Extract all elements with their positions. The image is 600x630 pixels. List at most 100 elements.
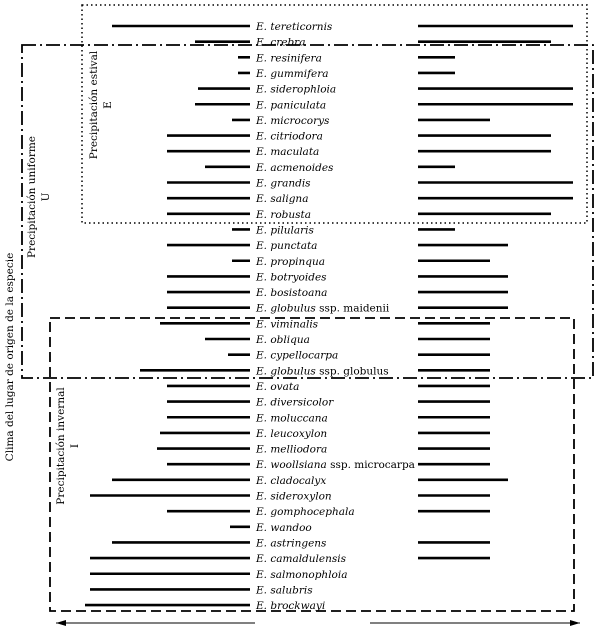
side-label-invernal-group: Precipitación invernal I bbox=[55, 387, 81, 505]
species-genus: E. bbox=[255, 68, 270, 80]
species-epithet: sideroxylon bbox=[270, 491, 332, 503]
region-frame-invernal bbox=[49, 317, 575, 612]
species-epithet: woollsiana bbox=[270, 459, 326, 471]
species-label: E. acmenoides bbox=[255, 162, 334, 174]
side-label-uniforme: Precipitación uniforme bbox=[26, 136, 38, 258]
species-genus: E. bbox=[255, 553, 270, 565]
species-row: E. camaldulensis bbox=[90, 553, 490, 565]
species-label: E. sideroxylon bbox=[255, 491, 332, 503]
species-row: E. punctata bbox=[167, 240, 508, 252]
species-genus: E. bbox=[255, 84, 270, 96]
species-genus: E. bbox=[255, 209, 270, 221]
species-row: E. ovata bbox=[167, 381, 490, 393]
species-label: E. cypellocarpa bbox=[255, 350, 338, 362]
species-row: E. melliodora bbox=[157, 444, 490, 456]
side-label-uniforme-code: U bbox=[40, 192, 52, 201]
species-epithet: melliodora bbox=[270, 444, 327, 456]
species-label: E. brockwayi bbox=[255, 600, 325, 612]
species-row: E. bosistoana bbox=[167, 287, 508, 299]
species-row: E. tereticornis bbox=[112, 21, 573, 33]
species-epithet: leucoxylon bbox=[270, 428, 327, 440]
species-row: E. wandoo bbox=[230, 522, 312, 534]
species-row: E. salubris bbox=[90, 584, 313, 596]
species-genus: E. bbox=[255, 287, 270, 299]
species-row: E. cladocalyx bbox=[112, 475, 508, 487]
species-epithet: saligna bbox=[270, 193, 308, 205]
range-arrow-right-head bbox=[570, 620, 580, 626]
species-genus: E. bbox=[255, 224, 270, 236]
species-epithet: ovata bbox=[270, 381, 299, 393]
species-label: E. microcorys bbox=[255, 115, 330, 127]
species-epithet: acmenoides bbox=[270, 162, 334, 174]
species-row: E. maculata bbox=[167, 146, 551, 158]
species-row: E. paniculata bbox=[195, 99, 573, 111]
species-label: E. saligna bbox=[255, 193, 308, 205]
species-row: E. globulus ssp. globulus bbox=[140, 365, 490, 377]
species-row: E. moluccana bbox=[167, 412, 490, 424]
species-row: E. propinqua bbox=[232, 256, 490, 268]
species-epithet: maculata bbox=[270, 146, 319, 158]
species-row: E. brockwayi bbox=[85, 600, 325, 612]
species-epithet: brockwayi bbox=[270, 600, 325, 612]
species-genus: E. bbox=[255, 475, 270, 487]
species-epithet: moluccana bbox=[270, 412, 327, 424]
side-label-estival: Precipitación estival bbox=[88, 50, 100, 159]
species-genus: E. bbox=[255, 522, 270, 534]
species-label: E. salubris bbox=[255, 584, 313, 596]
species-genus: E. bbox=[255, 334, 270, 346]
species-label: E. botryoides bbox=[255, 271, 327, 283]
species-genus: E. bbox=[255, 397, 270, 409]
species-label: E. viminalis bbox=[255, 318, 319, 330]
species-epithet: crebra bbox=[270, 37, 305, 49]
species-row: E. siderophloia bbox=[198, 84, 573, 96]
species-row: E. botryoides bbox=[167, 271, 508, 283]
species-genus: E. bbox=[255, 584, 270, 596]
species-epithet: salmonophloia bbox=[270, 569, 347, 581]
species-label: E. paniculata bbox=[255, 99, 326, 111]
species-label: E. diversicolor bbox=[255, 397, 334, 409]
species-genus: E. bbox=[255, 428, 270, 440]
species-genus: E. bbox=[255, 178, 270, 190]
species-genus: E. bbox=[255, 600, 270, 612]
species-subspecies: ssp. maidenii bbox=[316, 303, 390, 315]
side-label-estival-code: E bbox=[102, 101, 114, 109]
species-label: E. camaldulensis bbox=[255, 553, 347, 565]
species-epithet: globulus bbox=[270, 303, 316, 315]
species-epithet: cladocalyx bbox=[270, 475, 326, 487]
species-row: E. salmonophloia bbox=[90, 569, 348, 581]
species-row: E. gummifera bbox=[238, 68, 455, 80]
species-row: E. obliqua bbox=[205, 334, 490, 346]
species-label: E. salmonophloia bbox=[255, 569, 348, 581]
species-genus: E. bbox=[255, 381, 270, 393]
species-epithet: salubris bbox=[270, 584, 313, 596]
region-frame-uniforme bbox=[21, 44, 594, 379]
species-genus: E. bbox=[255, 99, 270, 111]
species-genus: E. bbox=[255, 412, 270, 424]
species-genus: E. bbox=[255, 146, 270, 158]
species-genus: E. bbox=[255, 303, 270, 315]
species-genus: E. bbox=[255, 115, 270, 127]
species-label: E. crebra bbox=[255, 37, 305, 49]
species-label: E. maculata bbox=[255, 146, 319, 158]
species-epithet: gummifera bbox=[270, 68, 328, 80]
species-row: E. gomphocephala bbox=[167, 506, 490, 518]
species-epithet: punctata bbox=[270, 240, 317, 252]
species-genus: E. bbox=[255, 21, 270, 33]
species-epithet: astringens bbox=[270, 537, 327, 549]
species-label: E. ovata bbox=[255, 381, 299, 393]
species-label: E. gummifera bbox=[255, 68, 328, 80]
species-row: E. woollsiana ssp. microcarpa bbox=[167, 459, 490, 471]
species-label: E. astringens bbox=[255, 537, 327, 549]
species-epithet: cypellocarpa bbox=[270, 350, 338, 362]
species-row: E. resinifera bbox=[238, 52, 455, 64]
species-epithet: propinqua bbox=[270, 256, 325, 268]
species-epithet: globulus bbox=[270, 365, 316, 377]
species-epithet: bosistoana bbox=[270, 287, 327, 299]
species-genus: E. bbox=[255, 52, 270, 64]
species-genus: E. bbox=[255, 350, 270, 362]
side-label-estival-group: Precipitación estival E bbox=[88, 50, 114, 159]
species-row: E. diversicolor bbox=[167, 397, 490, 409]
species-label: E. globulus ssp. globulus bbox=[255, 365, 389, 377]
species-label: E. grandis bbox=[255, 178, 311, 190]
species-genus: E. bbox=[255, 569, 270, 581]
